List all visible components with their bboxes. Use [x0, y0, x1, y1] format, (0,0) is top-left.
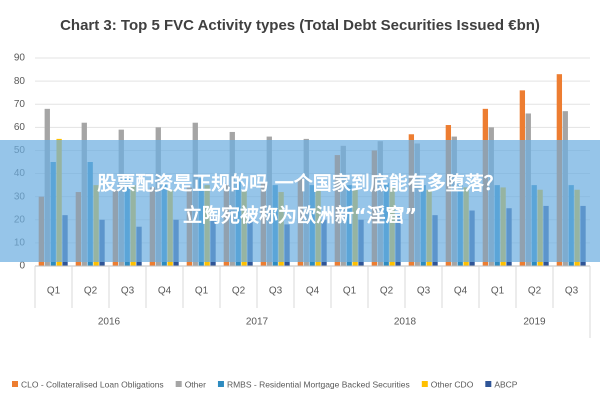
legend-swatch — [12, 381, 18, 387]
banner-text: 立陶宛被称为欧洲新“淫窟” — [183, 204, 417, 227]
x-tick-label: Q3 — [121, 286, 135, 297]
x-tick-label: Q4 — [454, 286, 468, 297]
x-tick-label: Q1 — [195, 286, 209, 297]
x-tick-label: Q2 — [232, 286, 246, 297]
x-tick-label: Q4 — [158, 286, 172, 297]
x-group-label: 2016 — [98, 317, 121, 328]
legend-label: ABCP — [494, 379, 517, 389]
banner-background — [0, 140, 600, 262]
legend-label: Other CDO — [431, 379, 474, 389]
banner-text: 股票配资是正规的吗 一个国家到底能有多堕落？ — [97, 172, 503, 195]
x-tick-label: Q2 — [380, 286, 394, 297]
x-tick-label: Q2 — [84, 286, 98, 297]
x-tick-label: Q1 — [343, 286, 357, 297]
legend-swatch — [217, 381, 224, 387]
y-tick-label: 70 — [14, 99, 26, 110]
y-tick-label: 60 — [14, 122, 26, 133]
x-group-label: 2019 — [523, 317, 546, 328]
legend-label: RMBS - Residential Mortgage Backed Secur… — [227, 379, 410, 389]
y-tick-label: 0 — [19, 261, 25, 272]
legend-swatch — [421, 381, 428, 387]
y-tick-label: 80 — [14, 76, 26, 87]
x-tick-label: Q4 — [306, 286, 320, 297]
x-tick-label: Q1 — [47, 286, 61, 297]
legend-label: Other — [185, 379, 206, 389]
x-group-label: 2018 — [394, 317, 417, 328]
x-tick-label: Q1 — [491, 286, 505, 297]
x-tick-label: Q2 — [528, 286, 542, 297]
legend-swatch — [485, 381, 492, 387]
legend-swatch — [175, 381, 182, 387]
x-tick-label: Q3 — [565, 286, 579, 297]
legend-label: CLO - Collateralised Loan Obligations — [21, 379, 164, 389]
x-tick-label: Q3 — [269, 286, 283, 297]
y-tick-label: 90 — [14, 53, 26, 64]
x-tick-label: Q3 — [417, 286, 431, 297]
chart-title: Chart 3: Top 5 FVC Activity types (Total… — [60, 17, 540, 34]
x-group-label: 2017 — [246, 317, 269, 328]
